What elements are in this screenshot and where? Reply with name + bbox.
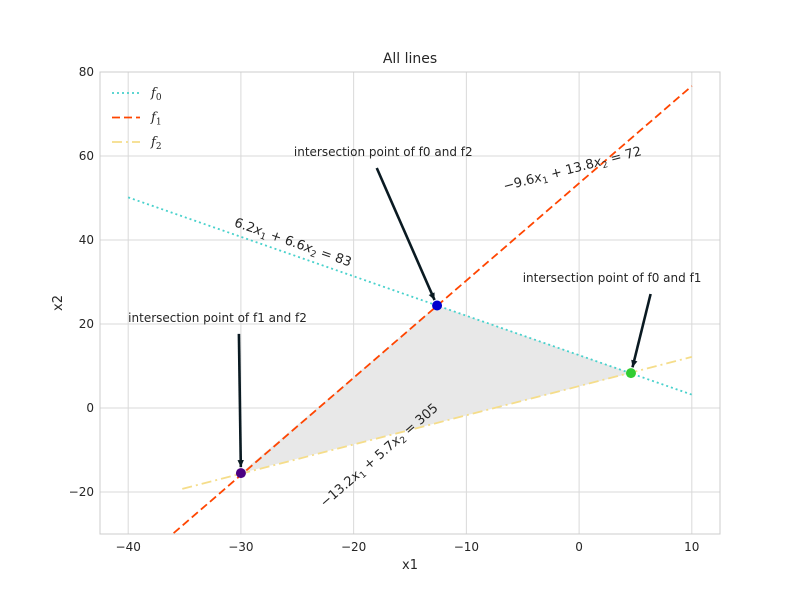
legend-subscript: 0 (156, 93, 162, 103)
legend-entry-f2: f2 (150, 135, 162, 152)
legend-label: f (150, 135, 158, 150)
plot-frame (99, 71, 721, 535)
x-tick-label: −20 (341, 540, 366, 554)
x-tick-label: 0 (575, 540, 583, 554)
equation-part: 1 (258, 232, 267, 243)
equation-label-f0: 6.2x1 + 6.6x2 = 83 (232, 216, 354, 273)
equation-part: 2 (399, 435, 410, 446)
equation-part: −9.6 (502, 172, 536, 194)
feasible-region (240, 305, 631, 474)
equation-label-f2: −9.6x1 + 13.8x2 = 72 (502, 144, 644, 196)
feasible-region-polygon (240, 305, 631, 474)
equation-part: = 83 (315, 244, 354, 270)
annotation-arrow-head (631, 359, 638, 368)
y-axis-ticks: −20 0 20 40 60 80 (69, 65, 94, 499)
y-axis-label: x2 (51, 295, 66, 311)
y-tick-label: 0 (86, 401, 94, 415)
equation-part: 2 (309, 249, 318, 260)
equation-part: + 6.6 (264, 227, 307, 254)
equation-part: = 72 (605, 144, 643, 167)
x-tick-label: 10 (684, 540, 699, 554)
intersection-points (235, 300, 636, 479)
y-tick-label: 40 (79, 233, 94, 247)
series-line-f2 (182, 355, 693, 490)
annotation-arrow-shaft (237, 333, 243, 468)
legend-subscript: 2 (156, 142, 162, 152)
equation-part: 6.2 (232, 216, 256, 237)
legend-subscript: 1 (156, 118, 162, 128)
y-tick-label: 20 (79, 317, 94, 331)
annotation-arrow-head (428, 292, 435, 301)
chart-title: All lines (383, 51, 437, 67)
annotation-arrow-shaft (631, 293, 652, 368)
equation-part: x (531, 170, 543, 187)
series-lines (127, 85, 693, 534)
equation-part: 1 (358, 470, 369, 481)
legend-label: f (150, 111, 158, 126)
annotation-arrow-head (237, 460, 244, 468)
equation-part: 1 (542, 175, 550, 186)
annotation-label: intersection point of f0 and f2 (294, 145, 473, 159)
intersection-point (625, 368, 636, 379)
annotation-arrows (237, 167, 652, 468)
legend-label: f (150, 86, 158, 101)
equation-part: 2 (601, 160, 609, 171)
y-tick-label: 80 (79, 65, 94, 79)
annotation-arrow-shaft (375, 167, 436, 301)
y-tick-label: −20 (69, 485, 94, 499)
x-axis-label: x1 (402, 558, 418, 573)
legend-entry-f0: f0 (150, 86, 162, 103)
series-line-f1 (171, 85, 693, 534)
annotation-label: intersection point of f1 and f2 (128, 311, 307, 325)
equation-part: + 13.8 (545, 157, 595, 184)
x-tick-label: −40 (116, 540, 141, 554)
equation-part: x (591, 155, 603, 172)
x-tick-label: −10 (454, 540, 479, 554)
grid (100, 71, 720, 534)
intersection-point (235, 468, 246, 479)
x-tick-label: −30 (228, 540, 253, 554)
intersection-point (432, 300, 443, 311)
legend-entry-f1: f1 (150, 111, 162, 128)
annotation-labels: intersection point of f0 and f2 intersect… (128, 145, 701, 325)
x-axis-ticks: −40 −30 −20 −10 0 10 (116, 540, 700, 554)
y-tick-label: 60 (79, 149, 94, 163)
annotation-label: intersection point of f0 and f1 (523, 271, 702, 285)
